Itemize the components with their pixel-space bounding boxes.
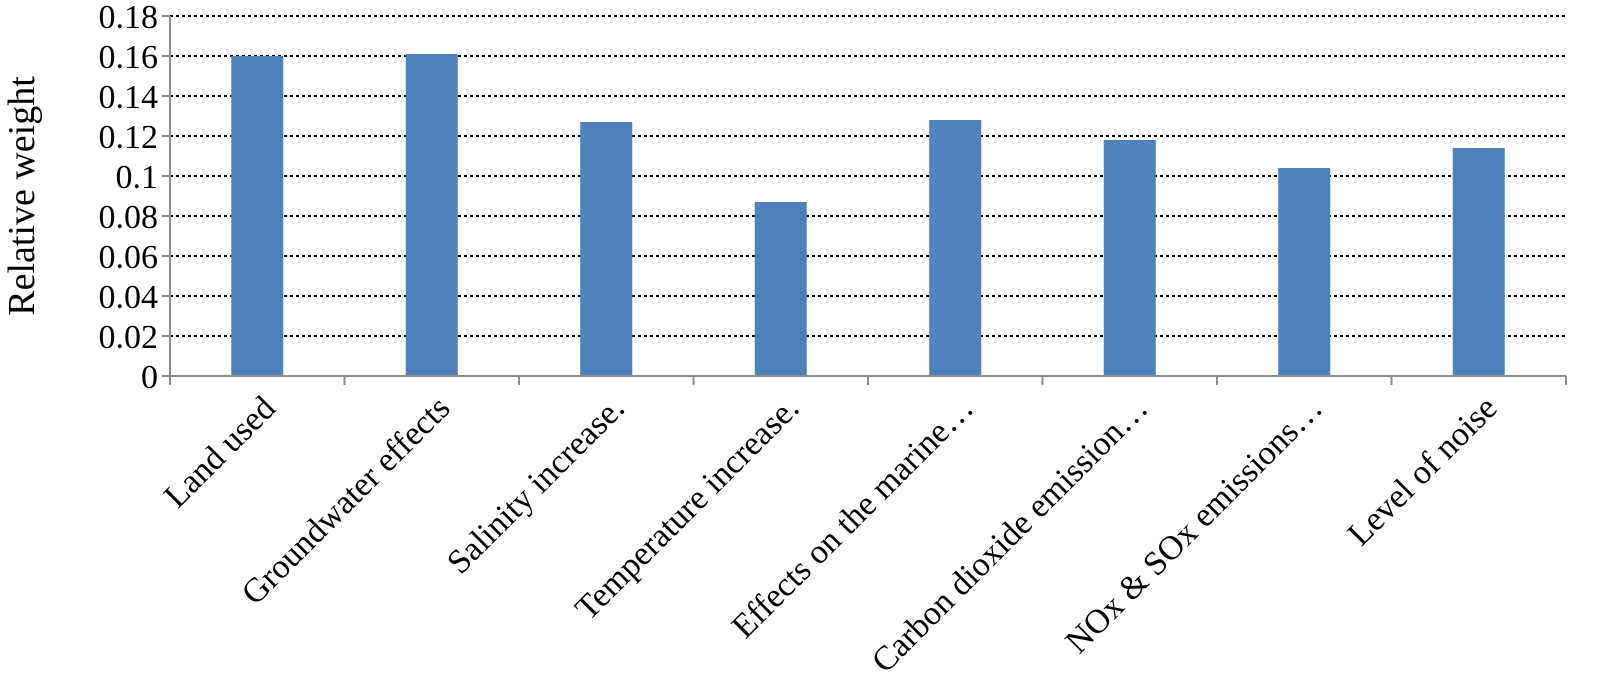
y-tick-label: 0.02 bbox=[99, 319, 159, 356]
bar bbox=[1278, 168, 1331, 376]
bar bbox=[1452, 148, 1505, 376]
x-tick-label: Land used bbox=[157, 389, 283, 515]
y-tick-label: 0.06 bbox=[99, 239, 159, 276]
x-tick-label: Salinity increase. bbox=[440, 389, 632, 581]
y-tick-label: 0.12 bbox=[99, 119, 159, 156]
y-tick-label: 0.08 bbox=[99, 199, 159, 236]
y-tick-labels: 00.020.040.060.080.10.120.140.160.18 bbox=[99, 0, 159, 396]
y-tick-label: 0.04 bbox=[99, 279, 159, 316]
y-tick-label: 0.16 bbox=[99, 39, 159, 76]
x-tick-label: Carbon dioxide emission… bbox=[865, 389, 1156, 680]
bar bbox=[405, 54, 458, 376]
y-tick-label: 0.1 bbox=[116, 159, 159, 196]
bar bbox=[754, 202, 807, 376]
y-tick-label: 0 bbox=[141, 359, 158, 396]
bar bbox=[580, 122, 633, 376]
bar bbox=[929, 120, 982, 376]
gridlines bbox=[170, 15, 1566, 337]
x-tick-label: Level of noise bbox=[1341, 389, 1505, 553]
y-axis-title: Relative weight bbox=[1, 76, 43, 316]
bars bbox=[231, 54, 1505, 376]
y-tick-label: 0.14 bbox=[99, 79, 159, 116]
y-tick-label: 0.18 bbox=[99, 0, 159, 36]
axes bbox=[162, 15, 1567, 385]
bar bbox=[231, 56, 284, 376]
bar bbox=[1103, 140, 1156, 376]
